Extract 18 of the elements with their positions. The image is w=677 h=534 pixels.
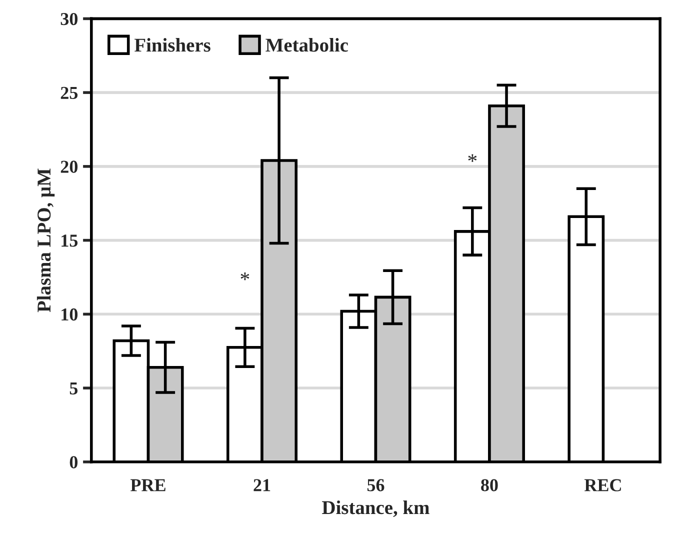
y-tick-label: 30 bbox=[60, 12, 78, 26]
annotation: * bbox=[240, 272, 250, 280]
y-axis-title: Plasma LPO, μM bbox=[36, 168, 55, 312]
x-tick-label: PRE bbox=[130, 479, 166, 492]
annotation: * bbox=[468, 154, 477, 162]
x-axis-title: Distance, km bbox=[322, 500, 430, 518]
legend-label: Metabolic bbox=[266, 38, 348, 52]
y-tick-label: 5 bbox=[70, 382, 78, 394]
x-tick-label: 21 bbox=[254, 479, 270, 492]
legend-label: Finishers bbox=[134, 38, 210, 52]
y-tick-label: 15 bbox=[62, 234, 78, 247]
x-tick-label: 80 bbox=[481, 479, 498, 492]
y-tick-label: 10 bbox=[62, 308, 78, 321]
x-tick-label: REC bbox=[584, 479, 621, 492]
x-tick-label: 56 bbox=[367, 479, 384, 492]
y-tick-label: 0 bbox=[70, 456, 78, 468]
y-tick-label: 25 bbox=[60, 86, 78, 99]
y-tick-label: 20 bbox=[60, 160, 78, 173]
